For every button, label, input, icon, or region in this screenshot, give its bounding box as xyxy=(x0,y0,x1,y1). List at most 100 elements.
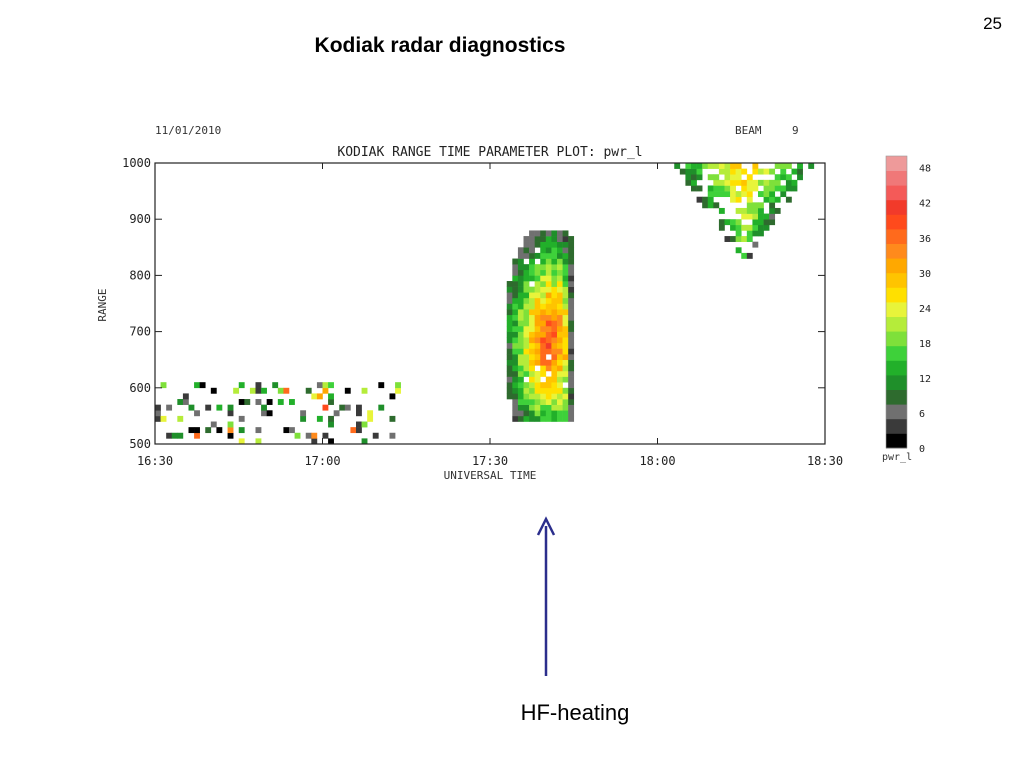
heatmap-cell xyxy=(545,393,552,400)
heatmap-cell xyxy=(702,196,709,203)
colorbar-swatch xyxy=(886,170,907,186)
heatmap-cell xyxy=(523,359,530,366)
heatmap-cell xyxy=(529,354,535,360)
heatmap-cell xyxy=(517,325,524,332)
heatmap-cell xyxy=(534,309,541,316)
x-axis: 16:30 17:00 17:30 18:00 18:30 xyxy=(137,163,843,468)
colorbar-swatch xyxy=(886,258,907,274)
heatmap-cell xyxy=(512,320,519,327)
heatmap-cell xyxy=(529,337,535,344)
heatmap-cell xyxy=(735,247,742,254)
heatmap-cell xyxy=(517,404,524,411)
heatmap-cell xyxy=(702,163,709,169)
heatmap-cell xyxy=(506,337,513,344)
heatmap-cell xyxy=(758,168,764,175)
heatmap-cell xyxy=(562,264,569,271)
heatmap-cell xyxy=(523,303,530,310)
heatmap-cell xyxy=(718,224,725,231)
heatmap-cell xyxy=(266,399,273,405)
heatmap-cell xyxy=(529,393,535,400)
heatmap-cell xyxy=(562,365,569,372)
heatmap-cell xyxy=(557,247,563,254)
heatmap-cell xyxy=(741,179,748,186)
heatmap-cell xyxy=(797,163,803,169)
heatmap-cell xyxy=(568,370,575,377)
heatmap-cell xyxy=(534,387,541,394)
heatmap-cell xyxy=(545,252,552,259)
heatmap-cell xyxy=(261,387,267,394)
heatmap-cell xyxy=(568,365,575,372)
heatmap-cell xyxy=(763,219,770,226)
heatmap-cell xyxy=(389,415,396,422)
heatmap-cell xyxy=(328,438,334,445)
heatmap-cell xyxy=(741,236,748,242)
y-tick-label: 900 xyxy=(129,212,151,226)
heatmap-cell xyxy=(517,370,524,377)
heatmap-cell xyxy=(557,354,563,360)
heatmap-cell xyxy=(177,432,184,439)
heatmap-cell xyxy=(534,399,541,405)
heatmap-cell xyxy=(696,174,703,181)
heatmap-cell xyxy=(540,365,547,372)
heatmap-cell xyxy=(551,275,558,282)
heatmap-cell xyxy=(534,297,541,304)
heatmap-cell xyxy=(517,275,524,282)
heatmap-cell xyxy=(523,354,530,360)
heatmap-cell xyxy=(344,404,351,411)
x-tick-label: 17:30 xyxy=(472,454,508,468)
heatmap-cell xyxy=(512,325,519,332)
heatmap-cell xyxy=(545,241,552,248)
heatmap-cell xyxy=(517,342,524,349)
y-tick-label: 500 xyxy=(129,437,151,451)
heatmap-cell xyxy=(785,179,792,186)
heatmap-cell xyxy=(517,258,524,265)
heatmap-cell xyxy=(562,241,569,248)
heatmap-cell xyxy=(389,432,396,439)
heatmap-cell xyxy=(289,427,295,434)
heatmap-cell xyxy=(568,281,575,287)
heatmap-cell xyxy=(182,399,189,405)
heatmap-cell xyxy=(194,432,200,439)
heatmap-cell xyxy=(512,286,519,293)
heatmap-cell xyxy=(506,286,513,293)
heatmap-cell xyxy=(517,331,524,338)
heatmap-cell xyxy=(702,202,709,209)
heatmap-cell xyxy=(300,415,307,422)
heatmap-cell xyxy=(551,286,558,293)
annotation-arrow-head xyxy=(536,516,556,536)
heatmap-cell xyxy=(545,303,552,310)
heatmap-cell xyxy=(551,342,558,349)
heatmap-cell xyxy=(724,185,731,192)
heatmap-cell xyxy=(685,163,692,169)
heatmap-cell xyxy=(718,191,725,198)
heatmap-cell xyxy=(707,185,714,192)
heatmap-cell xyxy=(730,179,736,186)
heatmap-cell xyxy=(769,219,776,226)
heatmap-cell xyxy=(730,224,736,231)
heatmap-cell xyxy=(724,179,731,186)
heatmap-cell xyxy=(568,264,575,271)
heatmap-cell xyxy=(746,252,753,259)
heatmap-cell xyxy=(328,393,334,400)
heatmap-cell xyxy=(540,281,547,287)
heatmap-cell xyxy=(506,309,513,316)
heatmap-cell xyxy=(512,337,519,344)
heatmap-cell xyxy=(512,354,519,360)
heatmap-cell xyxy=(557,252,563,259)
colorbar-tick-label: 30 xyxy=(919,269,931,280)
heatmap-cell xyxy=(551,337,558,344)
heatmap-cell xyxy=(534,370,541,377)
heatmap-cell xyxy=(534,314,541,321)
colorbar-swatch xyxy=(886,331,907,347)
heatmap-cell xyxy=(713,191,720,198)
heatmap-cell xyxy=(529,376,535,383)
heatmap-cell xyxy=(562,314,569,321)
heatmap-cell xyxy=(718,185,725,192)
heatmap-cell xyxy=(741,213,748,220)
heatmap-cell xyxy=(249,387,256,394)
heatmap-cell xyxy=(523,331,530,338)
heatmap-cell xyxy=(540,359,547,366)
heatmap-cell xyxy=(557,370,563,377)
heatmap-cell xyxy=(545,230,552,237)
heatmap-cell xyxy=(529,258,535,265)
